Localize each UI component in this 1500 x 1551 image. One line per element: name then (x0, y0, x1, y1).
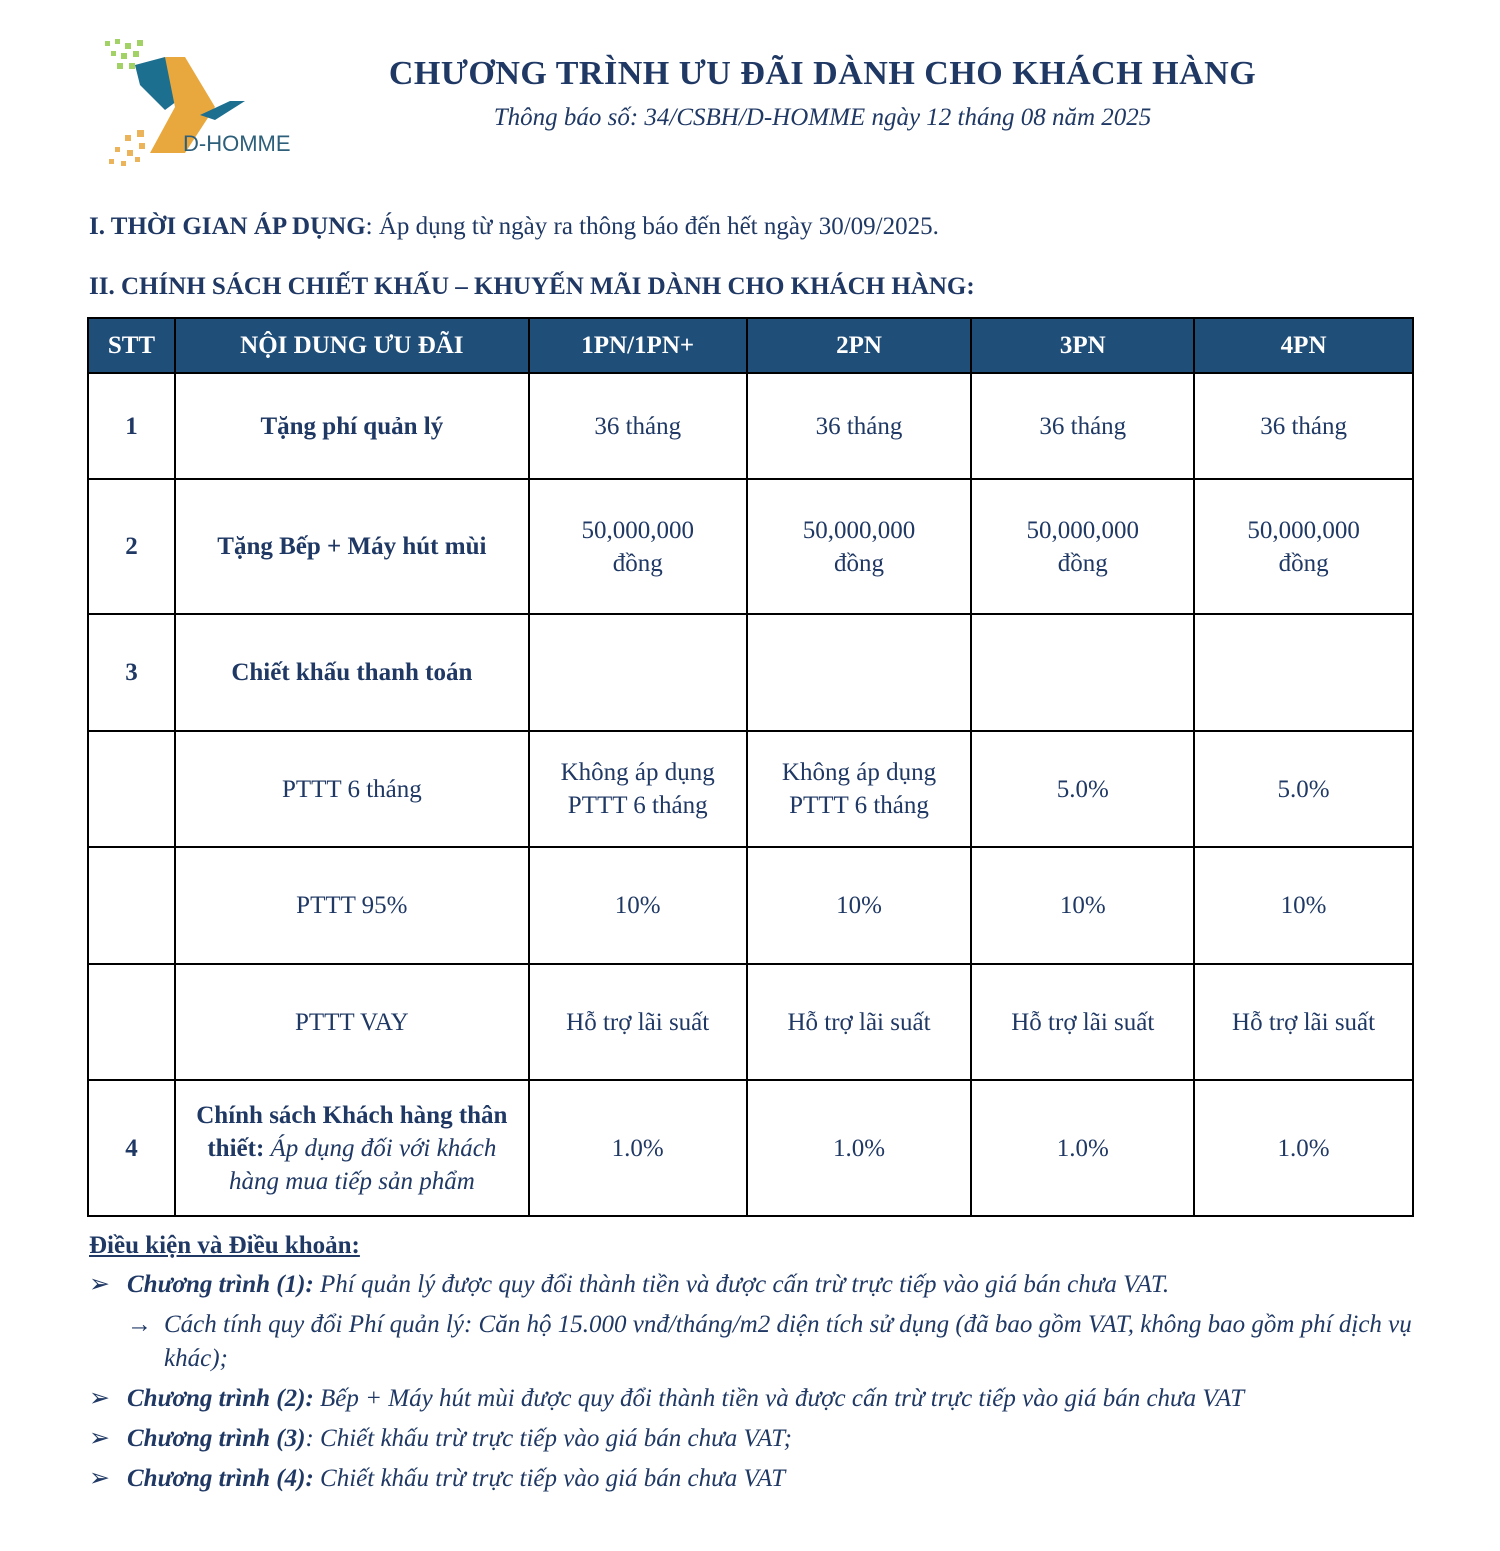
cell-value (970, 613, 1196, 732)
cell-value: 1.0% (970, 1079, 1196, 1217)
table-row: 4 Chính sách Khách hàng thân thiết: Áp d… (87, 1079, 1414, 1217)
section-time: I. THỜI GIAN ÁP DỤNG: Áp dụng từ ngày ra… (89, 213, 939, 240)
arrowhead-bullet-icon: ➢ (89, 1465, 110, 1492)
terms-item: ➢ Chương trình (1): Phí quản lý được quy … (89, 1268, 1469, 1302)
cell-value: 36 tháng (527, 372, 748, 480)
cell-stt: 3 (87, 613, 176, 732)
cell-value: Hỗ trợ lãi suất (1193, 963, 1414, 1081)
cell-value: Không áp dụng PTTT 6 tháng (527, 730, 748, 848)
terms-heading: Điều kiện và Điều khoản: (89, 1232, 360, 1259)
cell-content: PTTT 95% (173, 846, 530, 965)
cell-value: Hỗ trợ lãi suất (527, 963, 748, 1081)
header-stt: STT (87, 317, 176, 374)
cell-content: Tặng Bếp + Máy hút mùi (173, 478, 530, 615)
terms-item: ➢ Chương trình (4): Chiết khấu trừ trực t… (89, 1462, 1469, 1496)
cell-stt: 2 (87, 478, 176, 615)
cell-value: 1.0% (745, 1079, 973, 1217)
notice-subtitle: Thông báo số: 34/CSBH/D-HOMME ngày 12 th… (493, 104, 1152, 131)
arrowhead-bullet-icon: ➢ (89, 1425, 110, 1452)
table-row: PTTT 95% 10% 10% 10% 10% (87, 846, 1414, 965)
table-row: PTTT 6 tháng Không áp dụng PTTT 6 tháng … (87, 730, 1414, 848)
header-2pn: 2PN (745, 317, 973, 374)
cell-content: Tặng phí quản lý (173, 372, 530, 480)
terms-subitem: → Cách tính quy đổi Phí quản lý: Căn hộ 1… (89, 1308, 1469, 1376)
cell-value: 10% (527, 846, 748, 965)
header-4pn: 4PN (1193, 317, 1414, 374)
cell-value: Hỗ trợ lãi suất (970, 963, 1196, 1081)
cell-value: 50,000,000 đồng (970, 478, 1196, 615)
cell-value: 36 tháng (1193, 372, 1414, 480)
cell-stt (87, 730, 176, 848)
cell-value: 50,000,000 đồng (527, 478, 748, 615)
header-3pn: 3PN (970, 317, 1196, 374)
cell-content: PTTT VAY (173, 963, 530, 1081)
arrowhead-bullet-icon: ➢ (89, 1385, 110, 1412)
cell-value: Hỗ trợ lãi suất (745, 963, 973, 1081)
header-1pn: 1PN/1PN+ (527, 317, 748, 374)
cell-content: Chiết khấu thanh toán (173, 613, 530, 732)
cell-value (1193, 613, 1414, 732)
cell-value: 1.0% (1193, 1079, 1414, 1217)
cell-value: 10% (1193, 846, 1414, 965)
cell-value: 10% (745, 846, 973, 965)
arrowhead-bullet-icon: ➢ (89, 1271, 110, 1298)
cell-value (527, 613, 748, 732)
cell-content: Chính sách Khách hàng thân thiết: Áp dụn… (173, 1079, 530, 1217)
terms-item: ➢ Chương trình (3): Chiết khấu trừ trực t… (89, 1422, 1469, 1456)
cell-stt: 1 (87, 372, 176, 480)
cell-value: 1.0% (527, 1079, 748, 1217)
cell-value: 36 tháng (970, 372, 1196, 480)
table-row: PTTT VAY Hỗ trợ lãi suất Hỗ trợ lãi suất… (87, 963, 1414, 1081)
cell-stt: 4 (87, 1079, 176, 1217)
section-policy: II. CHÍNH SÁCH CHIẾT KHẤU – KHUYẾN MÃI D… (89, 273, 975, 300)
table-row: 1 Tặng phí quản lý 36 tháng 36 tháng 36 … (87, 372, 1414, 480)
header-content: NỘI DUNG ƯU ĐÃI (173, 317, 530, 374)
cell-value: 5.0% (970, 730, 1196, 848)
cell-content: PTTT 6 tháng (173, 730, 530, 848)
cell-value: 36 tháng (745, 372, 973, 480)
cell-value: 10% (970, 846, 1196, 965)
d-homme-logo: D-HOMME (105, 39, 291, 166)
cell-value: 5.0% (1193, 730, 1414, 848)
right-arrow-icon: → (127, 1311, 152, 1338)
promotion-table: STT NỘI DUNG ƯU ĐÃI 1PN/1PN+ 2PN 3PN 4PN… (87, 317, 1414, 1217)
table-row: 2 Tặng Bếp + Máy hút mùi 50,000,000 đồng… (87, 478, 1414, 615)
cell-value: 50,000,000 đồng (1193, 478, 1414, 615)
cell-stt (87, 963, 176, 1081)
cell-value: 50,000,000 đồng (745, 478, 973, 615)
terms-section: Điều kiện và Điều khoản: ➢ Chương trình (… (89, 1232, 1469, 1502)
cell-value: Không áp dụng PTTT 6 tháng (745, 730, 973, 848)
page-title: CHƯƠNG TRÌNH ƯU ĐÃI DÀNH CHO KHÁCH HÀNG (388, 55, 1257, 92)
cell-stt (87, 846, 176, 965)
svg-text:D-HOMME: D-HOMME (183, 131, 291, 156)
table-row: 3 Chiết khấu thanh toán (87, 613, 1414, 732)
terms-item: ➢ Chương trình (2): Bếp + Máy hút mùi đượ… (89, 1382, 1469, 1416)
cell-value (745, 613, 973, 732)
table-header-row: STT NỘI DUNG ƯU ĐÃI 1PN/1PN+ 2PN 3PN 4PN (87, 317, 1414, 374)
